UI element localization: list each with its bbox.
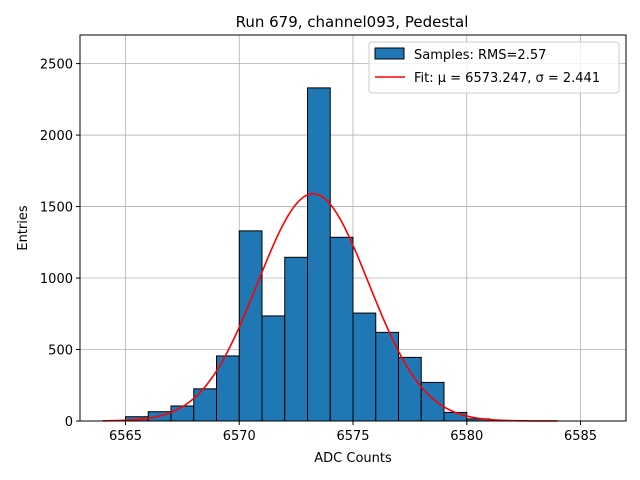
y-axis-label: Entries	[16, 205, 31, 251]
legend: Samples: RMS=2.57 Fit: μ = 6573.247, σ =…	[368, 41, 620, 94]
y-tick-label: 1000	[40, 272, 73, 287]
histogram-bar	[284, 256, 308, 422]
histogram-bar	[238, 230, 263, 422]
x-tick-label: 6585	[564, 429, 597, 444]
histogram-bar	[261, 315, 286, 422]
histogram-bar	[352, 312, 377, 422]
y-tick-label: 2500	[40, 58, 73, 73]
histogram-bar	[443, 411, 468, 422]
x-axis-label: ADC Counts	[314, 451, 392, 466]
y-tick-label: 2000	[40, 129, 73, 144]
histogram-bar	[193, 388, 217, 422]
x-axis-ticks: 6565 6570 6575 6580 6585	[109, 421, 597, 444]
histogram-bars	[125, 87, 490, 422]
chart-title: Run 679, channel093, Pedestal	[236, 13, 469, 31]
histogram-bar	[307, 87, 331, 422]
legend-box	[368, 41, 620, 94]
histogram-bar	[329, 236, 354, 422]
legend-swatch-samples	[374, 47, 405, 60]
histogram-bar	[398, 356, 422, 422]
y-axis-ticks: 0 500 1000 1500 2000 2500	[40, 58, 80, 430]
legend-label-fit: Fit: μ = 6573.247, σ = 2.441	[414, 71, 600, 86]
y-tick-label: 1500	[40, 201, 73, 216]
x-tick-label: 6575	[336, 429, 369, 444]
legend-label-samples: Samples: RMS=2.57	[414, 48, 546, 63]
histogram-bar	[170, 405, 195, 422]
x-tick-label: 6580	[450, 429, 483, 444]
x-tick-label: 6570	[223, 429, 256, 444]
histogram-bar	[420, 381, 445, 422]
fit-curve	[102, 192, 558, 422]
x-tick-label: 6565	[109, 429, 142, 444]
y-tick-label: 0	[65, 415, 73, 430]
y-tick-label: 500	[48, 344, 73, 359]
